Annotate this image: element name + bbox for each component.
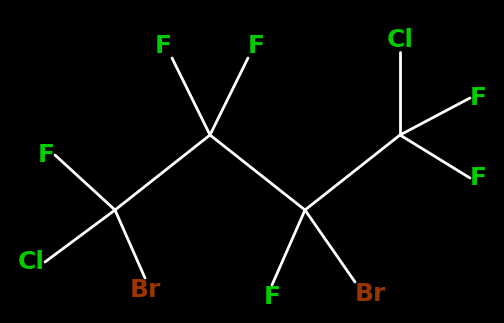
Text: F: F [470, 86, 487, 110]
Text: F: F [38, 143, 55, 167]
Text: Br: Br [355, 282, 387, 306]
Text: Br: Br [130, 278, 161, 302]
Text: F: F [248, 34, 265, 58]
Text: Cl: Cl [387, 28, 413, 52]
Text: F: F [155, 34, 172, 58]
Text: Cl: Cl [18, 250, 45, 274]
Text: F: F [264, 285, 281, 309]
Text: F: F [470, 166, 487, 190]
